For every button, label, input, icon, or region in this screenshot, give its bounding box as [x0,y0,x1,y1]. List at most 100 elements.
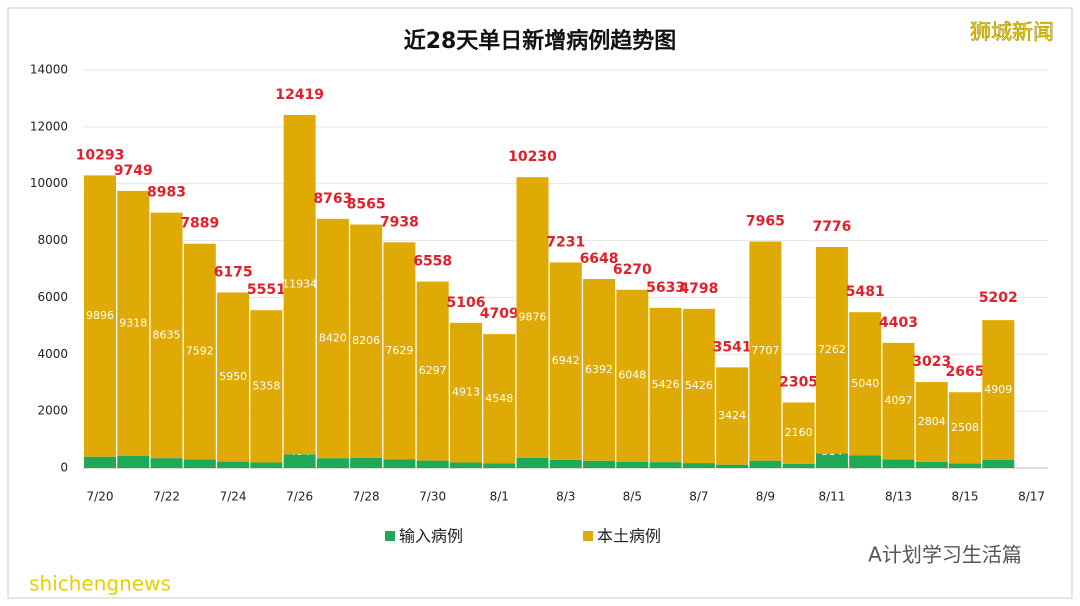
total-label: 5106 [446,295,485,311]
total-label: 8763 [313,191,352,207]
x-tick-label: 8/15 [952,490,979,504]
bar-segment [749,460,782,468]
segment-label: 6048 [618,369,646,382]
total-label: 5481 [846,284,885,300]
x-tick-label: 8/17 [1018,490,1045,504]
total-label: 2665 [946,364,985,380]
bar-segment [583,460,616,468]
segment-label: 11934 [282,278,317,291]
bar-segment [982,459,1015,468]
segment-label: 4548 [485,392,513,405]
total-label: 7889 [180,216,219,232]
bar-segment [849,455,882,468]
bar-segment [882,342,915,460]
bar-segment [915,382,948,462]
total-label: 8983 [147,185,186,201]
x-tick-label: 7/20 [87,490,114,504]
segment-label: 7592 [186,345,214,358]
segment-label: 7629 [385,344,413,357]
bar-segment [782,463,815,468]
bar-segment [150,212,183,459]
segment-label: 9318 [119,316,147,329]
total-label: 6270 [613,262,652,278]
x-tick-label: 8/3 [556,490,575,504]
bar-segment [915,461,948,468]
segment-label: 9896 [86,309,114,322]
segment-label: 9876 [519,311,547,324]
x-tick-label: 7/22 [153,490,180,504]
bar-segment [782,402,815,464]
bar-segment [449,322,482,463]
segment-label: 8420 [319,332,347,345]
total-label: 12419 [275,87,324,103]
x-tick-label: 8/7 [689,490,708,504]
bar-segment [150,458,183,468]
bar-segment [949,463,982,468]
bar-segment [649,307,682,463]
segment-label: 6942 [552,354,580,367]
bar-segment [84,456,116,468]
bar-segment [483,463,516,468]
bar-segment [749,241,782,461]
segment-label: 2804 [918,415,946,428]
bar-segment [616,289,649,462]
total-label: 6558 [413,254,452,270]
segment-label: 4909 [984,383,1012,396]
watermark: shichengnews [29,572,171,596]
bar-segment [982,320,1015,460]
total-label: 3023 [912,354,951,370]
bar-segment [949,392,982,464]
total-label: 6175 [214,264,253,280]
bar-segment [350,224,383,458]
total-label: 6648 [580,251,619,267]
bar-segment [516,457,549,468]
y-tick-label: 12000 [30,119,68,133]
bar-segment [815,246,848,454]
segment-label: 8206 [352,334,380,347]
bar-segment [583,279,616,461]
segment-label: 5426 [685,379,713,392]
bar-segment [316,218,349,459]
total-label: 8565 [347,197,386,213]
segment-label: 5950 [219,370,247,383]
bar-segment [383,242,416,460]
total-label: 7965 [746,214,785,230]
segment-label: 5040 [851,377,879,390]
y-tick-label: 4000 [37,347,68,361]
segment-label: 2160 [785,426,813,439]
bar-segment [882,459,915,468]
segment-label: 7707 [751,344,779,357]
segment-label: 3424 [718,409,746,422]
bar-segment [549,459,582,468]
y-tick-label: 14000 [30,63,68,77]
legend-swatch [385,531,395,541]
bar-segment [649,462,682,468]
bar-segment [682,463,715,468]
bar-segment [183,243,216,460]
x-tick-label: 7/30 [419,490,446,504]
bar-segment [383,459,416,468]
total-label: 10293 [76,147,125,163]
y-tick-label: 8000 [37,233,68,247]
segment-label: 2508 [951,421,979,434]
segment-label: 4097 [884,394,912,407]
total-label: 7231 [546,234,585,250]
bar-segment [117,190,150,456]
legend-label: 输入病例 [399,527,463,546]
y-tick-label: 6000 [37,290,68,304]
bar-segment [250,462,283,468]
total-label: 10230 [508,149,557,165]
segment-label: 8635 [153,328,181,341]
segment-label: 5426 [652,378,680,391]
bar-segment [350,457,383,468]
bar-segment [217,461,250,468]
x-tick-label: 8/13 [885,490,912,504]
bar-segment [716,367,749,465]
bar-segment [549,262,582,460]
bar-segment [416,281,449,461]
bar-segment [516,177,549,458]
chart-title: 近28天单日新增病例趋势图 [404,28,677,54]
bar-segment [815,453,848,468]
bar-segment [483,334,516,464]
